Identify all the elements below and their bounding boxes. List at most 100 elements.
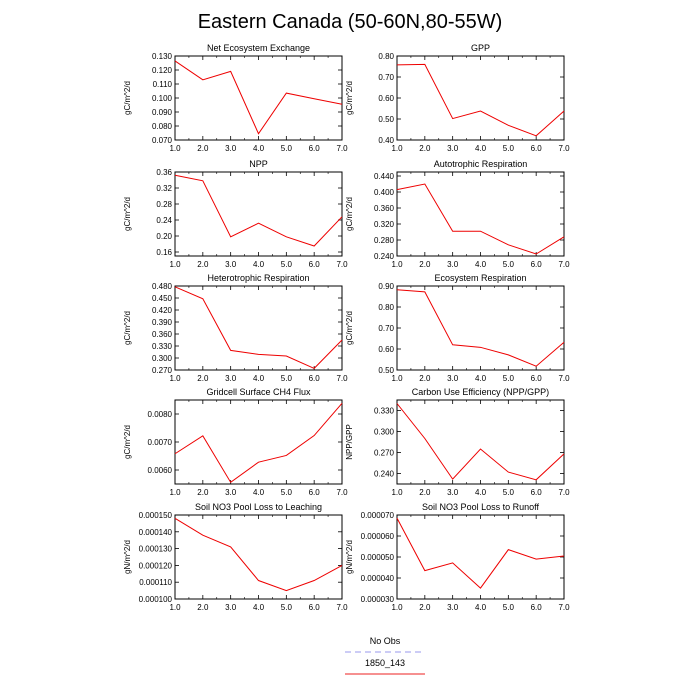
x-tick-label: 6.0 <box>531 603 543 612</box>
x-tick-label: 5.0 <box>281 603 293 612</box>
y-tick-label: 0.90 <box>378 282 394 291</box>
panel-title: GPP <box>471 43 490 53</box>
panel-title: Heterotrophic Respiration <box>207 273 309 283</box>
y-axis-label: gC/m^2/d <box>345 311 354 345</box>
panel-2: NPP gC/m^2/d 1.0 2.0 3.0 4.0 5.0 6.0 7.0 0.16 0.20… <box>123 159 348 269</box>
legend-label-1850-143: 1850_143 <box>365 658 405 668</box>
x-tick-label: 7.0 <box>558 603 570 612</box>
panel-title: Gridcell Surface CH4 Flux <box>206 387 311 397</box>
x-tick-label: 6.0 <box>309 374 321 383</box>
x-tick-label: 2.0 <box>419 488 431 497</box>
x-tick-label: 4.0 <box>475 603 487 612</box>
panel-title: Autotrophic Respiration <box>434 159 528 169</box>
x-tick-label: 5.0 <box>281 260 293 269</box>
y-tick-label: 0.000130 <box>139 545 173 554</box>
x-tick-label: 7.0 <box>558 260 570 269</box>
series-line-0 <box>174 174 343 247</box>
y-tick-label: 0.32 <box>156 184 172 193</box>
x-tick-label: 1.0 <box>169 260 181 269</box>
y-tick-label: 0.50 <box>378 115 394 124</box>
x-tick-label: 4.0 <box>253 374 265 383</box>
x-tick-label: 2.0 <box>419 260 431 269</box>
x-tick-label: 4.0 <box>475 144 487 153</box>
x-tick-label: 2.0 <box>197 144 209 153</box>
panel-title: Net Ecosystem Exchange <box>207 43 310 53</box>
y-axis-label: gC/m^2/d <box>123 311 132 345</box>
series-line-0 <box>174 517 343 592</box>
panel-7: Carbon Use Efficiency (NPP/GPP) NPP/GPP 1.… <box>345 387 570 497</box>
x-tick-label: 1.0 <box>169 488 181 497</box>
y-tick-label: 0.0060 <box>148 466 173 475</box>
x-tick-label: 3.0 <box>225 603 237 612</box>
x-tick-label: 1.0 <box>391 488 403 497</box>
y-tick-label: 0.50 <box>378 366 394 375</box>
x-tick-label: 6.0 <box>309 603 321 612</box>
x-tick-label: 6.0 <box>309 488 321 497</box>
x-tick-label: 2.0 <box>419 603 431 612</box>
y-tick-label: 0.300 <box>152 354 173 363</box>
y-tick-label: 0.0070 <box>148 438 173 447</box>
y-tick-label: 0.120 <box>152 66 173 75</box>
legend-label-no-obs: No Obs <box>370 636 401 646</box>
x-tick-label: 4.0 <box>253 488 265 497</box>
y-tick-label: 0.40 <box>378 136 394 145</box>
x-tick-label: 1.0 <box>391 374 403 383</box>
x-tick-label: 7.0 <box>558 488 570 497</box>
x-tick-label: 1.0 <box>169 374 181 383</box>
plot-frame <box>396 514 565 600</box>
y-tick-label: 0.60 <box>378 345 394 354</box>
plot-frame <box>396 285 565 371</box>
panels: Net Ecosystem Exchange gC/m^2/d 1.0 2.0 3.0 4… <box>123 43 570 612</box>
y-tick-label: 0.000050 <box>361 553 395 562</box>
panel-9: Soil NO3 Pool Loss to Runoff gN/m^2/d 1.0 2… <box>345 502 570 612</box>
x-tick-label: 1.0 <box>391 603 403 612</box>
x-tick-label: 3.0 <box>225 260 237 269</box>
x-tick-label: 7.0 <box>336 603 348 612</box>
y-tick-label: 0.16 <box>156 248 172 257</box>
y-tick-label: 0.240 <box>374 470 395 479</box>
y-tick-label: 0.070 <box>152 136 173 145</box>
x-tick-label: 4.0 <box>253 603 265 612</box>
y-tick-label: 0.000120 <box>139 561 173 570</box>
x-tick-label: 2.0 <box>419 374 431 383</box>
x-tick-label: 1.0 <box>169 144 181 153</box>
panel-title: Soil NO3 Pool Loss to Leaching <box>195 502 322 512</box>
x-tick-label: 6.0 <box>531 260 543 269</box>
panel-6: Gridcell Surface CH4 Flux gC/m^2/d 1.0 2.0 3… <box>123 387 348 497</box>
y-tick-label: 0.000140 <box>139 528 173 537</box>
legend: No Obs 1850_143 <box>345 636 425 675</box>
series-line-0 <box>396 183 565 255</box>
y-tick-label: 0.330 <box>374 407 395 416</box>
series-line-0 <box>396 289 565 367</box>
series-line-0 <box>174 403 343 484</box>
y-tick-label: 0.090 <box>152 108 173 117</box>
y-tick-label: 0.70 <box>378 324 394 333</box>
x-tick-label: 4.0 <box>475 374 487 383</box>
y-tick-label: 0.110 <box>153 80 173 89</box>
x-tick-label: 3.0 <box>447 488 459 497</box>
y-tick-label: 0.70 <box>378 73 394 82</box>
y-axis-label: gC/m^2/d <box>345 81 354 115</box>
x-tick-label: 2.0 <box>419 144 431 153</box>
y-axis-label: gN/m^2/d <box>123 540 132 574</box>
y-axis-label: gC/m^2/d <box>123 197 132 231</box>
series-line-0 <box>174 60 343 135</box>
plot-frame <box>174 399 343 485</box>
x-tick-label: 4.0 <box>253 260 265 269</box>
x-tick-label: 5.0 <box>503 603 515 612</box>
y-tick-label: 0.240 <box>374 252 395 261</box>
y-tick-label: 0.360 <box>152 330 173 339</box>
series-line-0 <box>174 286 343 369</box>
x-tick-label: 3.0 <box>447 144 459 153</box>
panel-title: Ecosystem Respiration <box>434 273 526 283</box>
panel-8: Soil NO3 Pool Loss to Leaching gN/m^2/d 1.… <box>123 502 348 612</box>
y-tick-label: 0.000040 <box>361 574 395 583</box>
y-tick-label: 0.330 <box>152 342 173 351</box>
x-tick-label: 3.0 <box>225 144 237 153</box>
panel-title: Carbon Use Efficiency (NPP/GPP) <box>412 387 549 397</box>
x-tick-label: 3.0 <box>225 488 237 497</box>
y-tick-label: 0.080 <box>152 122 173 131</box>
y-tick-label: 0.36 <box>156 168 172 177</box>
x-tick-label: 6.0 <box>531 488 543 497</box>
x-tick-label: 7.0 <box>336 144 348 153</box>
